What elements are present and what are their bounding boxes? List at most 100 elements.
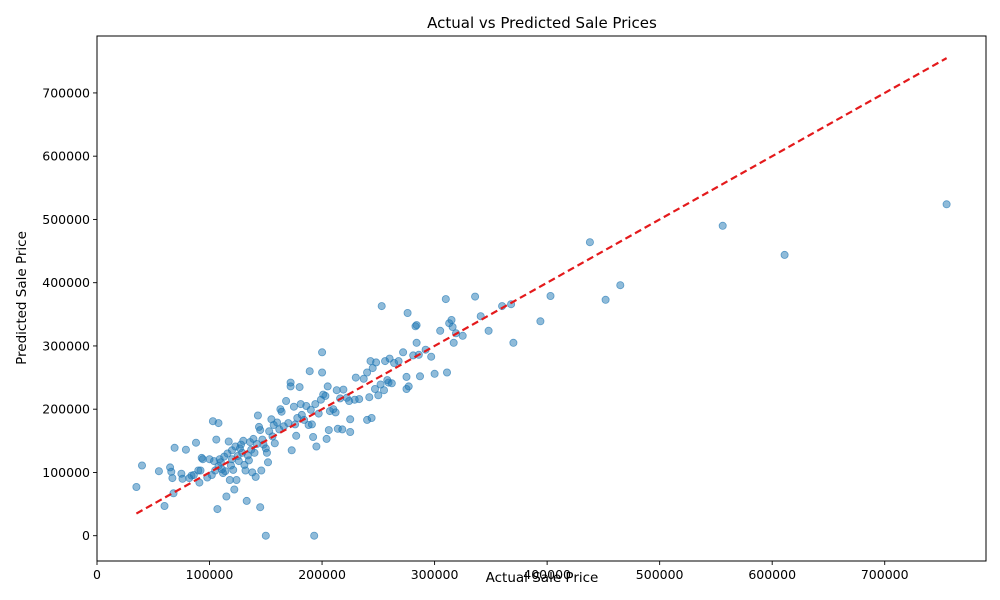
data-point	[170, 443, 179, 452]
data-point	[372, 358, 381, 367]
plot-frame	[96, 35, 987, 562]
data-point	[224, 437, 233, 446]
data-point	[160, 501, 169, 510]
data-point	[289, 402, 298, 411]
x-tick-label: 100000	[186, 567, 234, 582]
data-point	[222, 492, 231, 501]
x-tick-label: 500000	[636, 567, 684, 582]
data-point	[229, 465, 238, 474]
data-point	[441, 295, 450, 304]
data-point	[273, 418, 282, 427]
data-point	[718, 221, 727, 230]
data-point	[191, 438, 200, 447]
data-point	[379, 386, 388, 395]
data-point	[241, 466, 250, 475]
data-point	[331, 408, 340, 417]
data-point	[355, 395, 364, 404]
data-point	[359, 374, 368, 383]
x-tick-label: 600000	[748, 567, 796, 582]
x-tick-label: 300000	[411, 567, 459, 582]
x-axis-label: Actual Sale Price	[486, 570, 599, 586]
data-point	[318, 368, 327, 377]
y-axis: 0 100000 200000 300000 400000 500000 600000 700…	[42, 85, 97, 543]
data-point	[137, 461, 146, 470]
data-point	[447, 315, 456, 324]
y-tick-label: 600000	[42, 149, 90, 164]
data-point	[509, 338, 518, 347]
y-tick-label: 100000	[42, 465, 90, 480]
data-point	[616, 281, 625, 290]
data-point	[427, 352, 436, 361]
data-point	[942, 200, 951, 209]
y-tick-label: 400000	[42, 275, 90, 290]
data-point	[601, 295, 610, 304]
data-point	[412, 321, 421, 330]
data-point	[394, 357, 403, 366]
data-point	[310, 531, 319, 540]
y-tick-label: 200000	[42, 402, 90, 417]
data-point	[178, 474, 187, 483]
data-point	[287, 446, 296, 455]
data-point	[311, 400, 320, 409]
data-point	[546, 291, 555, 300]
data-point	[270, 439, 279, 448]
data-point	[257, 466, 266, 475]
data-point	[318, 348, 327, 357]
data-point	[339, 385, 348, 394]
data-point	[292, 431, 301, 440]
data-point	[256, 503, 265, 512]
x-tick-label: 400000	[523, 567, 571, 582]
data-point	[449, 338, 458, 347]
data-point	[307, 420, 316, 429]
data-point	[263, 458, 272, 467]
data-point	[256, 426, 265, 435]
data-point	[324, 426, 333, 435]
data-point	[309, 432, 318, 441]
data-point	[168, 474, 177, 483]
data-point	[295, 383, 304, 392]
data-point	[346, 427, 355, 436]
data-point	[213, 505, 222, 514]
data-point	[471, 292, 480, 301]
data-point	[306, 405, 315, 414]
data-point	[253, 411, 262, 420]
data-point	[484, 326, 493, 335]
data-point	[536, 317, 545, 326]
data-point	[374, 391, 383, 400]
data-point	[323, 382, 332, 391]
data-point	[181, 445, 190, 454]
x-tick-label: 200000	[298, 567, 346, 582]
data-point	[305, 367, 314, 376]
data-point	[286, 378, 295, 387]
y-tick-label: 0	[82, 528, 90, 543]
marks-layer	[132, 200, 951, 540]
data-point	[387, 379, 396, 388]
data-point	[585, 238, 594, 247]
data-point	[436, 326, 445, 335]
data-point	[780, 250, 789, 259]
data-point	[377, 302, 386, 311]
y-tick-label: 300000	[42, 338, 90, 353]
reference-line-layer	[135, 57, 948, 515]
x-tick-label: 0	[93, 567, 101, 582]
data-point	[351, 373, 360, 382]
data-point	[214, 419, 223, 428]
data-point	[262, 448, 271, 457]
data-point	[458, 331, 467, 340]
data-point	[403, 308, 412, 317]
data-point	[415, 372, 424, 381]
data-point	[402, 372, 411, 381]
data-point	[442, 368, 451, 377]
data-point	[332, 386, 341, 395]
data-point	[251, 472, 260, 481]
data-point	[338, 425, 347, 434]
data-point	[234, 457, 243, 466]
data-point	[412, 338, 421, 347]
x-tick-label: 700000	[861, 567, 909, 582]
data-point	[154, 467, 163, 476]
chart-title: Actual vs Predicted Sale Prices	[427, 14, 657, 32]
data-point	[370, 384, 379, 393]
data-point	[212, 435, 221, 444]
